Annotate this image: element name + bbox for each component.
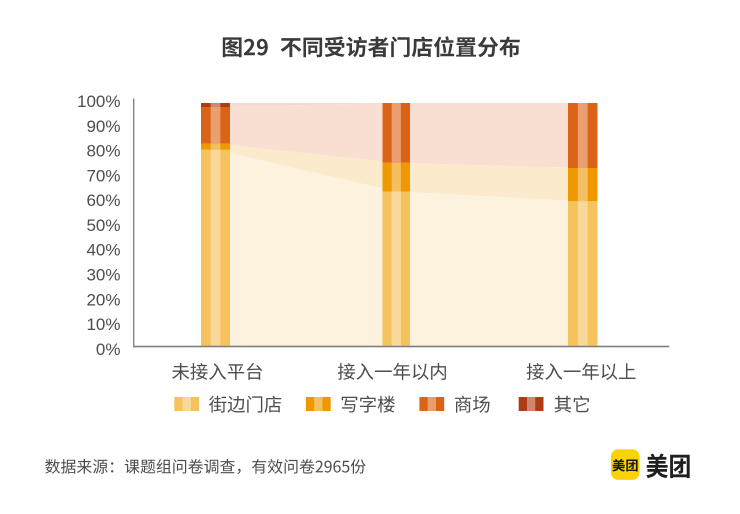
svg-text:70%: 70%: [86, 166, 120, 185]
svg-text:80%: 80%: [86, 142, 120, 161]
svg-text:20%: 20%: [86, 290, 120, 309]
svg-text:30%: 30%: [86, 266, 120, 285]
svg-text:50%: 50%: [86, 216, 120, 235]
svg-text:0%: 0%: [96, 340, 121, 359]
svg-text:10%: 10%: [86, 315, 120, 334]
svg-text:90%: 90%: [86, 117, 120, 136]
svg-text:40%: 40%: [86, 241, 120, 260]
svg-text:60%: 60%: [86, 191, 120, 210]
svg-text:100%: 100%: [77, 92, 120, 111]
